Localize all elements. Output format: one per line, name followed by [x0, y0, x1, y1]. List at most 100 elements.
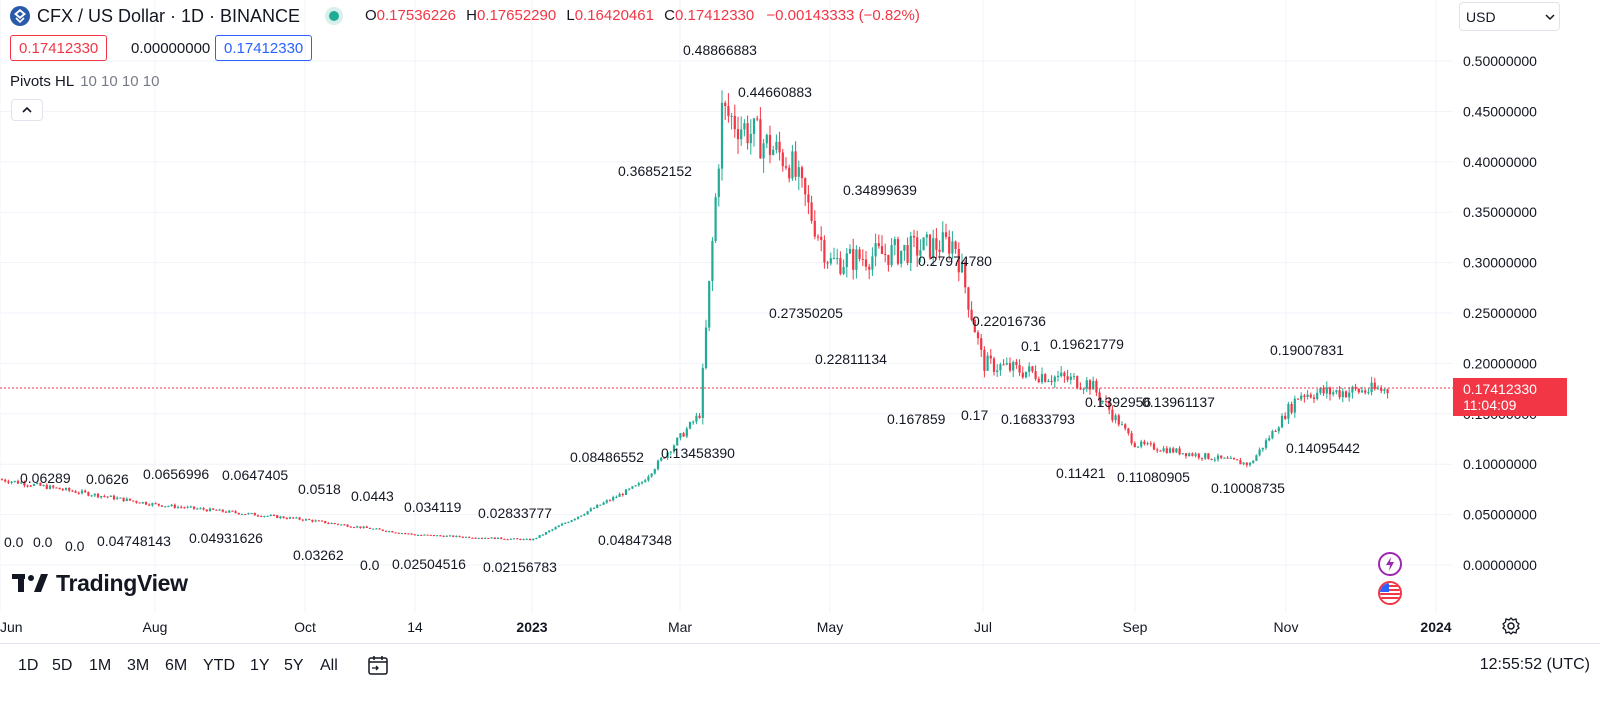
currency-select[interactable]: USD [1459, 2, 1560, 31]
candle-body [1258, 449, 1261, 456]
collapse-legend-button[interactable] [11, 99, 43, 121]
buy-price-button[interactable]: 0.17412330 [215, 35, 313, 61]
candle-body [506, 539, 509, 541]
candle-body [816, 236, 820, 238]
candle-body [340, 524, 343, 526]
timeframe-5d[interactable]: 5D [52, 657, 73, 674]
candle-body [1303, 395, 1306, 397]
candle-body [765, 134, 768, 144]
candle-body [829, 258, 832, 264]
candle-body [1056, 376, 1060, 378]
price-tick-label: 0.00000000 [1463, 557, 1537, 573]
lightning-icon[interactable] [1378, 552, 1402, 576]
candle-body [154, 503, 157, 505]
candle-body [1152, 443, 1156, 450]
candle-body [906, 245, 909, 263]
candle-body [749, 133, 752, 144]
candle-body [794, 151, 797, 177]
candle-body [244, 514, 247, 516]
candle-body [973, 319, 976, 333]
candle-body [148, 504, 151, 506]
utc-clock[interactable]: 12:55:52 (UTC) [1479, 656, 1590, 673]
candle-body [407, 533, 410, 535]
price-tick-label: 0.25000000 [1463, 305, 1537, 321]
candle-body [359, 526, 362, 529]
price-chart[interactable]: 0.06289 0.0626 0.0656996 0.0647405 0.0518 0.0… [0, 0, 1600, 643]
candle-body [560, 523, 564, 526]
candle-body [311, 519, 314, 522]
candle-body [948, 236, 951, 254]
candle-body [612, 497, 615, 501]
candle-body [807, 194, 810, 203]
time-tick-label: Jul [974, 619, 992, 635]
candle-body [1072, 376, 1076, 378]
candle-body [1092, 380, 1095, 390]
candle-body [381, 529, 384, 531]
us-flag-icon[interactable] [1378, 581, 1402, 605]
candle-body [212, 508, 215, 510]
indicator-legend[interactable]: Pivots HL 10 10 10 10 [10, 73, 159, 90]
candle-body [692, 421, 695, 423]
date-range-button[interactable] [366, 653, 390, 682]
time-tick-label: 14 [407, 619, 423, 635]
candle-body [474, 537, 477, 539]
candle-body [317, 520, 320, 522]
candle-body [90, 495, 93, 497]
timeframe-1m[interactable]: 1M [89, 657, 112, 674]
candle-body [26, 485, 29, 487]
timeframe-1d[interactable]: 1D [18, 657, 39, 674]
open-label: O [365, 7, 377, 24]
candle-body [1162, 448, 1165, 452]
candle-body [877, 243, 880, 247]
timeframe-ytd[interactable]: YTD [203, 657, 235, 674]
candle-body [976, 332, 980, 339]
candle-body [868, 266, 871, 270]
candle-body [522, 539, 525, 541]
sell-price-button[interactable]: 0.17412330 [10, 35, 108, 61]
candle-body [688, 422, 692, 429]
timeframe-3m[interactable]: 3M [127, 657, 150, 674]
timeframe-5y[interactable]: 5Y [284, 657, 304, 674]
candle-body [1024, 371, 1028, 378]
close-label: C [664, 7, 675, 24]
candle-body [1328, 387, 1332, 395]
candle-body [1040, 374, 1044, 383]
candle-body [1191, 453, 1194, 456]
candle-body [1120, 424, 1124, 426]
candle-body [589, 508, 592, 512]
gear-icon [1502, 617, 1520, 635]
candle-body [141, 502, 144, 504]
timeframe-1y[interactable]: 1Y [250, 657, 270, 674]
price-tick-label: 0.45000000 [1463, 103, 1537, 119]
candle-body [106, 496, 109, 498]
candle-body [768, 134, 772, 155]
candle-body [1229, 457, 1232, 459]
candle-body [698, 415, 701, 418]
candle-body [199, 508, 202, 510]
candle-body [999, 364, 1002, 371]
pivot-label: 0.0647405 [222, 467, 288, 483]
candle-body [1322, 387, 1325, 394]
candle-body [797, 167, 800, 177]
candle-body [1012, 361, 1015, 371]
candle-body [263, 516, 266, 518]
candle-body [608, 500, 612, 502]
candle-body [1287, 404, 1290, 419]
candle-body [1197, 453, 1200, 458]
chart-settings-button[interactable] [1500, 615, 1522, 637]
time-tick-label: Mar [668, 619, 692, 635]
candle-body [1066, 376, 1069, 380]
candle-body [285, 518, 288, 520]
candle-body [52, 485, 55, 488]
candle-body [1252, 460, 1255, 463]
timeframe-all[interactable]: All [320, 657, 338, 674]
timeframe-6m[interactable]: 6M [165, 657, 188, 674]
symbol-title[interactable]: CFX / US Dollar · 1D · BINANCE [37, 6, 301, 26]
candle-body [500, 537, 503, 539]
calendar-goto-icon [368, 656, 388, 675]
candle-body [740, 129, 743, 140]
tradingview-logo[interactable]: TradingView [12, 570, 188, 597]
candle-body [423, 534, 426, 536]
candle-body [135, 501, 138, 503]
candle-body [192, 506, 196, 509]
